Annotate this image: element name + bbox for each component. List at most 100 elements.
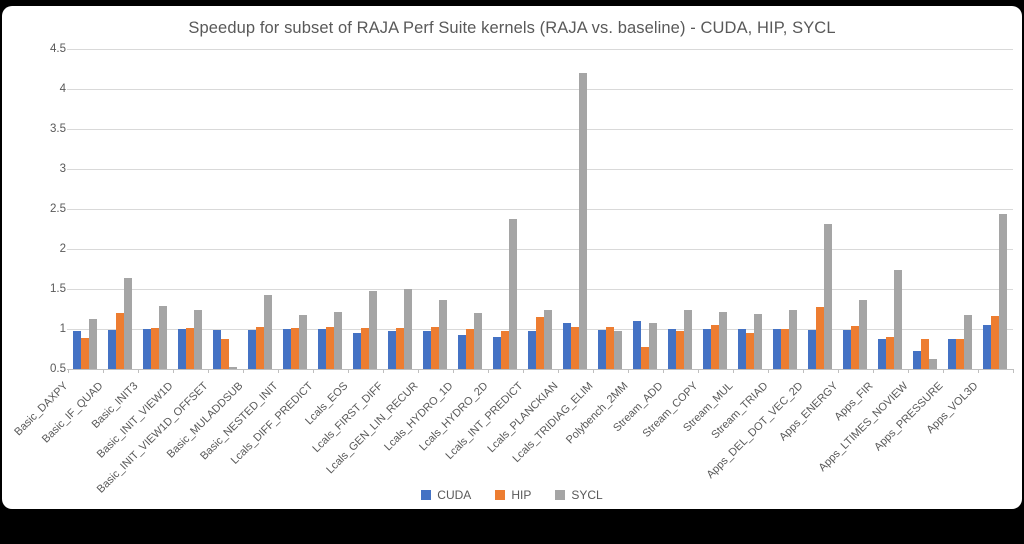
y-tick-label: 1 xyxy=(59,323,66,335)
legend-label-cuda: CUDA xyxy=(437,488,472,502)
x-axis-tick xyxy=(907,369,909,373)
bar-cuda-basic_init3 xyxy=(143,329,151,369)
bar-sycl-lcals_tridiag_elim xyxy=(614,331,622,369)
bar-cuda-lcals_tridiag_elim xyxy=(598,329,606,369)
legend-label-hip: HIP xyxy=(511,488,532,502)
bar-sycl-basic_nested_init xyxy=(299,314,307,369)
bar-sycl-apps_vol3d xyxy=(999,213,1007,369)
bar-sycl-polybench_2mm xyxy=(649,322,657,369)
bar-cuda-apps_ltimes_noview xyxy=(913,350,921,369)
bar-cuda-basic_muladdsub xyxy=(248,329,256,369)
bar-sycl-basic_if_quad xyxy=(124,277,132,369)
x-axis-tick xyxy=(207,369,209,373)
y-tick-label: 1.5 xyxy=(50,283,66,295)
x-axis-tick xyxy=(452,369,454,373)
screenshot-root: { "chart_data": { "type": "bar", "title"… xyxy=(2,6,1022,509)
x-axis-tick xyxy=(837,369,839,373)
chart-panel: Speedup for subset of RAJA Perf Suite ke… xyxy=(2,6,1022,509)
bar-cuda-stream_add xyxy=(668,329,676,369)
bar-hip-lcals_int_predict xyxy=(536,317,544,369)
bar-hip-polybench_2mm xyxy=(641,346,649,369)
bar-hip-basic_nested_init xyxy=(291,328,299,369)
hip-swatch-icon xyxy=(495,490,506,500)
bar-cuda-stream_triad xyxy=(773,329,781,369)
x-axis-tick xyxy=(627,369,629,373)
x-axis-tick xyxy=(347,369,349,373)
bar-hip-basic_init3 xyxy=(151,328,159,369)
bar-cuda-lcals_planckian xyxy=(563,323,571,369)
x-axis-tick xyxy=(277,369,279,373)
y-tick-label: 3.5 xyxy=(50,123,66,135)
bar-cuda-apps_energy xyxy=(843,329,851,369)
bar-sycl-lcals_eos xyxy=(369,290,377,369)
x-axis-tick xyxy=(732,369,734,373)
bar-hip-lcals_first_diff xyxy=(396,328,404,369)
bar-sycl-lcals_hydro_1d xyxy=(474,313,482,369)
bar-sycl-apps_energy xyxy=(859,300,867,369)
bar-cuda-lcals_hydro_1d xyxy=(458,334,466,369)
bar-hip-lcals_planckian xyxy=(571,326,579,369)
bar-cuda-lcals_gen_lin_recur xyxy=(423,331,431,369)
bar-cuda-apps_del_dot_vec_2d xyxy=(808,329,816,369)
bar-hip-apps_energy xyxy=(851,325,859,369)
x-axis-tick xyxy=(872,369,874,373)
bar-sycl-apps_fir xyxy=(894,269,902,369)
bar-sycl-apps_ltimes_noview xyxy=(929,358,937,369)
gridline xyxy=(67,289,1013,290)
x-axis-tick xyxy=(767,369,769,373)
bar-sycl-stream_triad xyxy=(789,309,797,369)
bar-cuda-basic_daxpy xyxy=(73,330,81,369)
x-axis-tick xyxy=(137,369,139,373)
bar-hip-basic_init_view1d xyxy=(186,328,194,369)
x-axis-tick xyxy=(662,369,664,373)
bar-sycl-apps_del_dot_vec_2d xyxy=(824,224,832,369)
bar-hip-apps_fir xyxy=(886,337,894,369)
gridline xyxy=(67,49,1013,50)
x-axis-tick xyxy=(312,369,314,373)
bar-cuda-apps_pressure xyxy=(948,338,956,369)
bar-hip-lcals_tridiag_elim xyxy=(606,327,614,369)
x-axis-tick xyxy=(172,369,174,373)
x-axis-tick xyxy=(697,369,699,373)
bar-sycl-apps_pressure xyxy=(964,315,972,369)
bar-sycl-lcals_gen_lin_recur xyxy=(439,300,447,369)
bar-hip-lcals_hydro_2d xyxy=(501,331,509,369)
cuda-swatch-icon xyxy=(421,490,432,500)
bar-sycl-lcals_hydro_2d xyxy=(509,219,517,369)
bar-hip-apps_vol3d xyxy=(991,316,999,369)
bar-hip-stream_add xyxy=(676,331,684,369)
bar-chart: Speedup for subset of RAJA Perf Suite ke… xyxy=(2,6,1022,509)
x-axis-tick xyxy=(942,369,944,373)
y-tick-label: 2.5 xyxy=(50,203,66,215)
x-axis-tick xyxy=(1012,369,1014,373)
bar-cuda-basic_init_view1d xyxy=(178,329,186,369)
gridline xyxy=(67,129,1013,130)
bar-hip-lcals_gen_lin_recur xyxy=(431,327,439,369)
bar-sycl-basic_init_view1d_offset xyxy=(229,367,237,369)
gridline xyxy=(67,209,1013,210)
legend-item-cuda: CUDA xyxy=(421,488,471,502)
bar-hip-basic_if_quad xyxy=(116,313,124,369)
x-axis-tick xyxy=(487,369,489,373)
y-tick-label: 3 xyxy=(59,163,66,175)
chart-legend: CUDA HIP SYCL xyxy=(2,487,1022,503)
bar-cuda-apps_vol3d xyxy=(983,325,991,369)
bar-sycl-stream_add xyxy=(684,309,692,369)
bar-cuda-lcals_eos xyxy=(353,333,361,369)
bar-cuda-stream_copy xyxy=(703,329,711,369)
bar-hip-stream_mul xyxy=(746,333,754,369)
x-axis-tick xyxy=(592,369,594,373)
x-axis-tick xyxy=(242,369,244,373)
x-axis-tick xyxy=(557,369,559,373)
bar-sycl-lcals_diff_predict xyxy=(334,312,342,369)
bar-cuda-basic_init_view1d_offset xyxy=(213,329,221,369)
bar-cuda-polybench_2mm xyxy=(633,321,641,369)
y-tick-label: 4.5 xyxy=(50,43,66,55)
bar-cuda-lcals_diff_predict xyxy=(318,329,326,369)
bar-cuda-basic_nested_init xyxy=(283,329,291,369)
bar-hip-lcals_diff_predict xyxy=(326,327,334,369)
bar-cuda-stream_mul xyxy=(738,329,746,369)
y-tick-label: 0.5 xyxy=(50,363,66,375)
x-axis-line xyxy=(67,369,1013,370)
x-axis-tick xyxy=(977,369,979,373)
